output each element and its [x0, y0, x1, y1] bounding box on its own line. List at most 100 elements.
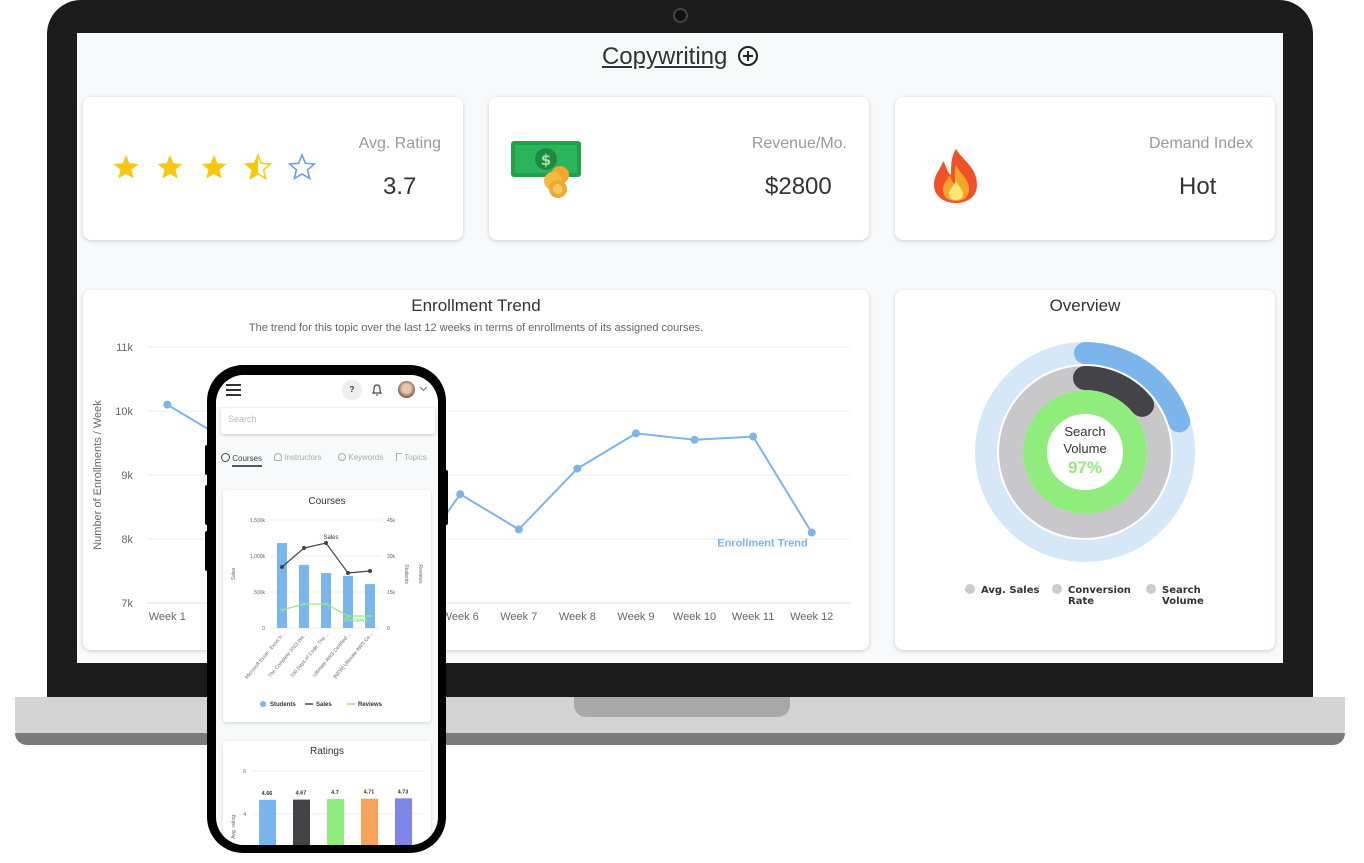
- rating-bar: [293, 799, 310, 845]
- webcam: [673, 8, 688, 23]
- search-icon: [338, 453, 346, 461]
- sales-line: [281, 542, 371, 574]
- data-point: [324, 602, 328, 606]
- tab-courses[interactable]: Courses: [221, 453, 263, 467]
- right-tick: 45k: [387, 518, 396, 524]
- y-tick-label: 6: [243, 769, 246, 775]
- ratings-bar-chart: 6 4 Avg. rating 4.66 4.67 4.7 4.71 4.73: [231, 769, 423, 845]
- legend-avg-sales[interactable]: Avg. Sales: [965, 584, 1039, 596]
- right-tick: 0: [387, 626, 390, 632]
- data-label: 4.7: [331, 790, 339, 796]
- x-tick-label: Week 12: [790, 611, 833, 623]
- data-point: [573, 464, 582, 473]
- star-rating: [113, 153, 317, 181]
- phone-mockup: ? Search Courses Instructors Keywords To…: [205, 365, 448, 853]
- topic-title-link[interactable]: Copywriting: [601, 43, 728, 70]
- x-tick-label: Ultimate AWS Certified ...: [312, 631, 353, 678]
- avatar[interactable]: [398, 381, 415, 398]
- courses-combo-chart: 0 0 500k 15k 1,000k 30k 1,500k 45k Sales Students…: [231, 518, 423, 708]
- y-tick-label: 9k: [121, 470, 133, 482]
- left-tick: 500k: [254, 590, 265, 596]
- x-tick-label: Week 7: [500, 611, 537, 623]
- data-label: 4.71: [364, 790, 375, 796]
- bell-icon[interactable]: [371, 383, 383, 397]
- x-tick-label: Microsoft Excel - Excel fr...: [244, 631, 286, 680]
- data-point: [690, 435, 699, 444]
- left-axis-label: Sales: [231, 567, 237, 580]
- enrollment-line-chart: 7k 8k 9k 10k 11k Number of Enrollments / Week…: [92, 342, 850, 623]
- data-point: [302, 546, 306, 551]
- legend-conversion-rate[interactable]: Conversion Rate: [1052, 584, 1131, 607]
- chart-subtitle: The trend for this topic over the last 1…: [248, 322, 704, 334]
- tab-keywords[interactable]: Keywords: [338, 453, 383, 462]
- y-tick-label: 11k: [116, 342, 133, 354]
- tab-instructors[interactable]: Instructors: [274, 453, 322, 462]
- y-tick-label: 4: [243, 812, 246, 818]
- x-tick-label: Week 11: [732, 611, 774, 623]
- data-point: [749, 432, 758, 441]
- series-label: Sales: [323, 535, 338, 541]
- right-tick: 15k: [387, 590, 396, 596]
- kpi-value: 3.7: [383, 173, 417, 200]
- kpi-value: $2800: [765, 173, 832, 200]
- kpi-label: Avg. Rating: [358, 135, 441, 152]
- rating-bar: [395, 798, 412, 845]
- tab-topics[interactable]: Topics: [396, 453, 427, 462]
- rating-bar: [361, 798, 378, 845]
- series-label: Reviews: [344, 618, 369, 624]
- students-bar: [299, 564, 309, 628]
- ring-arc: [1073, 366, 1155, 417]
- data-point: [514, 525, 523, 534]
- x-tick-label: Week 10: [673, 611, 716, 623]
- ring-track: [1023, 390, 1147, 514]
- data-point: [163, 400, 172, 409]
- data-point: [280, 608, 284, 612]
- chart-title: Overview: [1049, 296, 1121, 315]
- fire-icon: [933, 149, 977, 203]
- ring-arc: [1074, 342, 1191, 433]
- search-input[interactable]: Search: [221, 408, 435, 434]
- star-empty-icon: [287, 153, 317, 181]
- star-full-icon: [157, 155, 183, 179]
- page-title: Copywriting: [77, 43, 1283, 71]
- data-point: [368, 614, 372, 618]
- star-full-icon: [201, 155, 227, 179]
- data-point: [807, 528, 816, 537]
- kpi-card-demand: Demand Index Hot: [895, 97, 1275, 240]
- data-label: 4.73: [398, 789, 409, 795]
- data-point: [280, 565, 284, 570]
- legend-search-volume[interactable]: Search Volume: [1146, 584, 1204, 607]
- legend-sales: Sales: [316, 702, 332, 708]
- data-point: [631, 429, 640, 438]
- plus-circle-icon[interactable]: [738, 46, 759, 66]
- x-tick-label: Week 8: [559, 611, 596, 623]
- flag-icon: [396, 453, 402, 461]
- data-label: 4.67: [296, 791, 307, 797]
- star-full-icon: [113, 155, 139, 179]
- y-tick-label: 10k: [115, 406, 133, 418]
- y-axis-label: Number of Enrollments / Week: [92, 400, 104, 550]
- series-label: Enrollment Trend: [717, 538, 807, 550]
- x-tick-label: Week 9: [617, 611, 654, 623]
- kpi-label: Revenue/Mo.: [751, 135, 847, 152]
- students-bar: [365, 584, 375, 628]
- enrollment-chart-card: Enrollment Trend The trend for this topi…: [83, 290, 869, 650]
- money-bill-icon: $: [511, 141, 581, 198]
- chart-title: Enrollment Trend: [411, 296, 541, 315]
- data-point: [346, 614, 350, 618]
- chart-title: Ratings: [310, 746, 344, 757]
- data-point: [346, 570, 350, 575]
- students-bar: [321, 573, 331, 628]
- students-bar: [343, 575, 353, 628]
- x-tick-label: The Complete 2023 We...: [267, 631, 308, 678]
- rating-bar: [327, 798, 344, 845]
- svg-text:$: $: [541, 151, 551, 169]
- ratings-chart-card: Ratings 6 4 Avg. rating 4.66 4.67 4.7 4.71 4.73: [223, 741, 431, 845]
- x-tick-label: 100 Days of Code: The ...: [289, 631, 330, 678]
- x-tick-label: [NEW] Ultimate AWS Ce...: [332, 631, 374, 680]
- hamburger-menu-icon[interactable]: [226, 384, 241, 396]
- kpi-card-rating: Avg. Rating 3.7: [83, 97, 463, 240]
- left-tick: 1,500k: [250, 518, 266, 524]
- help-button[interactable]: ?: [342, 380, 362, 400]
- right-axis-label: Reviews: [417, 565, 423, 584]
